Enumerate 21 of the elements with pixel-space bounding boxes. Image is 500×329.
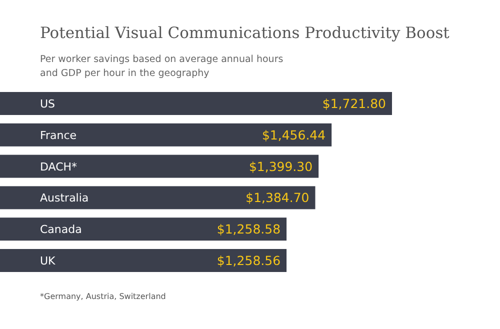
bar [0,186,316,210]
y-tick-label: DACH* [40,160,78,174]
data-label: $1,258.58 [216,222,281,237]
y-tick-label: Australia [40,192,89,205]
text: *Germany, Austria, Switzerland [40,292,166,301]
chart-subtitle: Per worker savings based on average annual hours and GDP per hour in the geography [40,54,284,79]
data-label: $1,721.80 [322,96,386,111]
data-label: $1,384.70 [246,190,310,206]
data-label: $1,399.30 [248,158,313,174]
bar [0,154,319,178]
y-tick-label: US [40,98,56,110]
y-tick-label: Canada [40,223,82,236]
bar [0,92,392,115]
chart-title: Potential Visual Communications Productivity Boost [40,24,450,42]
y-tick-label: France [40,128,77,142]
bar [0,123,332,146]
data-label: $1,258.56 [216,253,281,268]
data-label: $1,456.44 [262,127,326,142]
bar [0,218,287,241]
bar [0,249,287,272]
y-tick-label: UK [40,254,56,268]
